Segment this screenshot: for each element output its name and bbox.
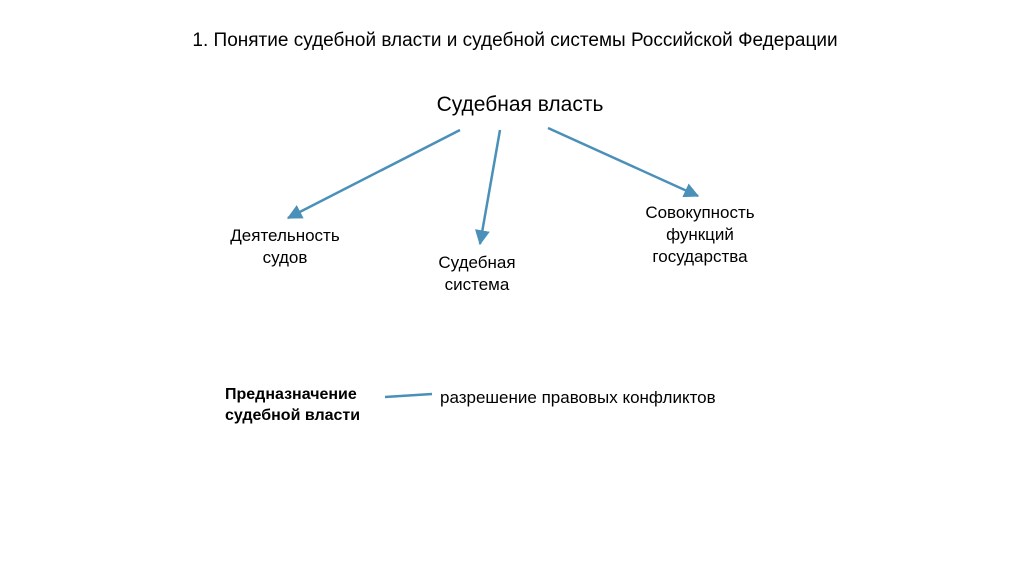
root-node: Судебная власть: [420, 93, 620, 117]
purpose-label: Предназначение судебной власти: [225, 385, 360, 427]
slide-title: 1. Понятие судебной власти и судебной си…: [130, 30, 900, 52]
node-center: Судебная система: [417, 252, 537, 296]
node-right-line3: государства: [652, 247, 747, 266]
purpose-label-line2: судебной власти: [225, 407, 360, 424]
arrow-right: [548, 128, 698, 196]
arrow-center: [480, 130, 500, 244]
node-left: Деятельность судов: [215, 225, 355, 269]
purpose-label-line1: Предназначение: [225, 386, 357, 403]
node-left-line2: судов: [263, 248, 308, 267]
arrow-left: [288, 130, 460, 218]
node-left-line1: Деятельность: [230, 226, 339, 245]
node-right-line1: Совокупность: [645, 203, 754, 222]
node-right: Совокупность функций государства: [625, 202, 775, 268]
node-right-line2: функций: [666, 225, 734, 244]
node-center-line2: система: [445, 275, 510, 294]
node-center-line1: Судебная: [438, 253, 515, 272]
connector-line: [385, 394, 432, 397]
purpose-text: разрешение правовых конфликтов: [440, 388, 716, 408]
